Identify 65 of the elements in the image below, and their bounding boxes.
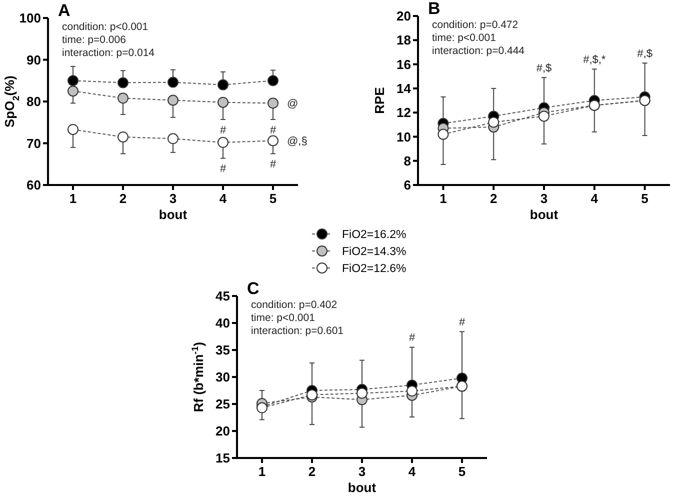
x-tick-label: 4 [408, 464, 416, 479]
annotation: @ [287, 98, 298, 110]
x-tick-label: 2 [490, 191, 498, 206]
x-tick-label: 3 [540, 191, 548, 206]
annotation: # [220, 124, 227, 136]
annotation: # [458, 316, 466, 328]
y-tick-label: 8 [404, 153, 411, 168]
annotation: interaction: p=0.444 [432, 45, 525, 57]
x-tick-label: 4 [219, 191, 228, 206]
chart-title: B [428, 0, 440, 18]
annotation: # [270, 124, 277, 136]
x-tick-label: 5 [269, 191, 277, 206]
y-tick-label: 20 [216, 424, 230, 439]
y-tick-label: 35 [216, 342, 230, 358]
y-tick-label: 60 [26, 178, 41, 193]
legend-label: FiO2=12.6% [342, 263, 406, 276]
y-tick-label: 16 [396, 56, 411, 72]
annotation: #,$ [637, 48, 652, 60]
y-tick-label: 12 [396, 105, 411, 120]
x-tick-label: 1 [258, 464, 266, 479]
annotation: time: p=0.006 [62, 34, 126, 46]
y-tick-label: 100 [19, 10, 41, 26]
y-tick-label: 25 [216, 396, 230, 412]
chart-title: A [58, 1, 70, 20]
x-tick-label: 1 [69, 191, 77, 206]
annotation: time: p<0.001 [251, 312, 316, 324]
y-tick-label: 10 [396, 129, 411, 144]
x-tick-label: 2 [119, 191, 127, 206]
x-tick-label: 5 [458, 464, 466, 479]
x-tick-label: 5 [641, 191, 648, 206]
annotation: condition: p=0.402 [251, 299, 338, 311]
y-tick-label: 45 [216, 288, 230, 304]
x-tick-label: 3 [169, 191, 177, 206]
x-axis-title: bout [348, 480, 377, 495]
annotation: # [408, 332, 416, 344]
x-axis-title: bout [158, 207, 188, 222]
y-tick-label: 6 [404, 178, 411, 193]
legend-label: FiO2=14.3% [342, 246, 406, 258]
y-tick-label: 14 [396, 80, 412, 96]
legend-label: FiO2=16.2% [342, 229, 406, 242]
annotation: #,$,* [583, 54, 606, 66]
chart-title: C [247, 279, 260, 298]
y-tick-label: 20 [396, 8, 411, 24]
annotation: @,§ [287, 136, 308, 148]
annotation: #,$ [536, 62, 552, 74]
annotation: # [220, 163, 227, 176]
x-tick-label: 1 [440, 191, 447, 206]
x-tick-label: 4 [590, 191, 599, 206]
y-tick-label: 40 [216, 316, 230, 331]
y-tick-label: 90 [26, 52, 41, 68]
annotation: time: p<0.001 [432, 32, 496, 44]
annotation: interaction: p=0.014 [62, 47, 155, 59]
x-axis-title: bout [530, 207, 559, 222]
y-tick-label: 80 [26, 94, 41, 110]
annotation: condition: p=0.472 [432, 19, 518, 31]
y-tick-label: 15 [216, 450, 230, 466]
x-tick-label: 3 [358, 464, 366, 479]
y-axis-title: RPE [372, 86, 387, 114]
annotation: interaction: p=0.601 [251, 325, 344, 337]
annotation: condition: p<0.001 [62, 21, 148, 33]
y-tick-label: 70 [26, 136, 41, 151]
annotation: # [270, 158, 277, 171]
y-tick-label: 30 [216, 370, 230, 385]
y-tick-label: 18 [396, 32, 411, 48]
x-tick-label: 2 [308, 464, 316, 479]
